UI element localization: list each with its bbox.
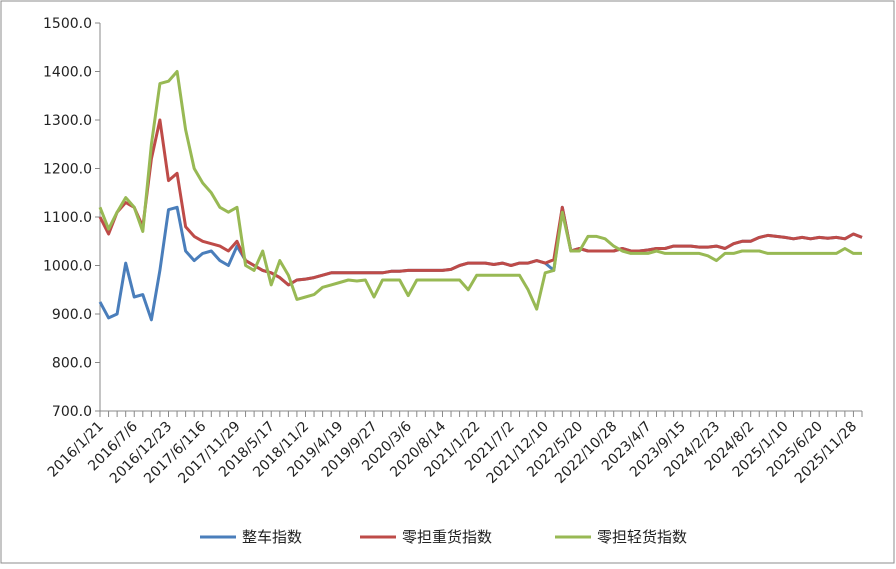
y-tick-label: 1300.0 <box>43 113 92 129</box>
y-tick-label: 1400.0 <box>43 65 92 81</box>
y-tick-label: 900.0 <box>52 307 92 323</box>
y-tick-label: 1500.0 <box>43 16 92 32</box>
y-tick-label: 700.0 <box>52 404 92 420</box>
legend-label: 零担轻货指数 <box>597 528 687 546</box>
y-tick-label: 1000.0 <box>43 259 92 275</box>
series-line <box>98 118 863 287</box>
y-tick-label: 1200.0 <box>43 162 92 178</box>
y-tick-label: 1100.0 <box>43 210 92 226</box>
legend-label: 整车指数 <box>242 528 302 546</box>
series-line <box>98 70 862 311</box>
y-tick-label: 800.0 <box>52 356 92 372</box>
legend-label: 零担重货指数 <box>402 528 492 546</box>
